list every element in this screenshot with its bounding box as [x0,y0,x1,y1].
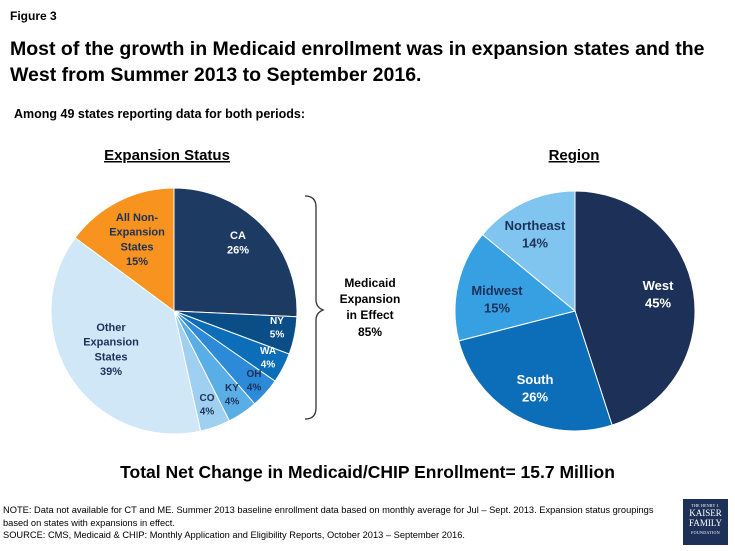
region-pie: West 45% South 26% Midwest 15% Northeast 14% [454,190,696,432]
region-slice [454,233,577,342]
figure-label: Figure 3 [10,9,57,23]
expansion-slice-label: CA 26% [227,230,249,257]
logo-line: THE HENRY J. [691,503,720,508]
logo-line: FOUNDATION [691,530,720,535]
note-text: NOTE: Data not available for CT and ME. … [3,505,654,528]
region-slice [481,190,576,313]
expansion-slice-label: WA 4% [260,346,276,370]
logo-line: FAMILY [689,518,722,528]
region-slice [574,190,696,426]
kff-logo: THE HENRY J. KAISER FAMILY FOUNDATION [683,499,728,545]
region-chart-title: Region [549,147,600,164]
expansion-slice-label: All Non-Expansion States 15% [109,212,165,268]
footnotes: NOTE: Data not available for CT and ME. … [3,504,673,542]
region-slice-label: Northeast 14% [505,218,566,250]
expansion-slice-label: KY 4% [225,383,240,407]
charts-canvas: Expansion Status Region CA 26% NY 5% WA 4%OH 4… [50,147,696,435]
total-net-change: Total Net Change in Medicaid/CHIP Enroll… [120,462,615,482]
source-text: SOURCE: CMS, Medicaid & CHIP: Monthly Ap… [3,530,465,540]
expansion-bracket [304,195,325,420]
bracket-label-line: Expansion [340,292,401,306]
region-slice-label: Midwest 15% [471,283,523,315]
expansion-slice [50,237,202,435]
bracket-label: Medicaid Expansion in Effect 85% [340,276,401,339]
bracket-label-line: in Effect [346,308,393,322]
expansion-slice-label: OH 4% [247,369,262,393]
region-slice-label: West 45% [643,278,674,310]
expansion-slice [74,187,175,312]
expansion-slice [173,187,298,318]
expansion-pie: CA 26% NY 5% WA 4%OH 4% KY 4% CO 4% Other Expansion S… [50,187,298,435]
expansion-chart-title: Expansion Status [104,147,230,164]
logo-line: KAISER [689,508,722,518]
bracket-label-line: Medicaid [344,276,395,290]
expansion-slice-label: NY 5% [270,316,285,340]
chart-title: Most of the growth in Medicaid enrollmen… [10,38,705,86]
bracket-label-line: 85% [358,325,382,339]
chart-subtitle: Among 49 states reporting data for both … [14,107,305,121]
expansion-slice-label: CO 4% [200,393,215,417]
region-slice [458,310,613,432]
expansion-slice-label: Other Expansion States 39% [83,322,139,378]
region-slice-label: South 26% [517,372,554,404]
